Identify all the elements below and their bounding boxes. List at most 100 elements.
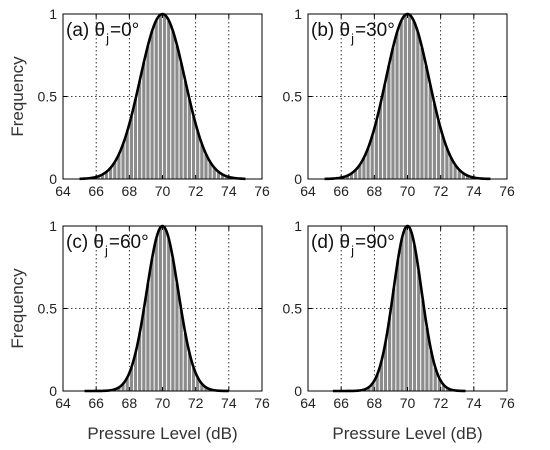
x-tick-label: 66 [88, 395, 104, 411]
x-tick-label: 72 [188, 183, 204, 199]
panel-label-value: =30° [355, 20, 395, 41]
histogram-bar [162, 14, 168, 180]
histogram-bar [137, 80, 143, 180]
y-tick-label: 0 [49, 383, 57, 399]
histogram-bar [157, 14, 163, 180]
histogram-bar [170, 30, 176, 180]
x-axis-title: Pressure Level (dB) [87, 424, 237, 443]
y-tick-label: 1 [294, 6, 302, 22]
histogram-bar [133, 98, 139, 180]
x-axis-title: Pressure Level (dB) [332, 424, 482, 443]
panel-label: (d) θ [311, 232, 350, 253]
histogram-bar [415, 31, 421, 180]
x-tick-label: 76 [254, 183, 270, 199]
x-tick-label: 64 [55, 183, 71, 199]
panel-label: (a) θ [66, 20, 105, 41]
y-tick-label: 0 [49, 171, 57, 187]
x-tick-label: 70 [155, 395, 171, 411]
histogram-bar [174, 44, 180, 180]
y-tick-label: 1 [294, 218, 302, 234]
x-tick-label: 74 [466, 395, 482, 411]
x-tick-label: 68 [367, 395, 383, 411]
x-tick-label: 74 [221, 183, 237, 199]
histogram-bar [153, 19, 159, 180]
histogram-bar [394, 31, 400, 180]
panel-label-subscript: j [350, 31, 354, 46]
y-tick-label: 0.5 [283, 301, 303, 317]
histogram-bar [411, 20, 417, 180]
histogram-bar [398, 20, 404, 180]
histogram-bar [153, 237, 159, 392]
panel-d: 64 66 68 70 72 74 76 0 0.5 1 (d) θ j =90° Pressure Le… [283, 218, 515, 443]
y-tick-label: 0 [294, 383, 302, 399]
x-tick-label: 70 [400, 183, 416, 199]
panel-label-value: =0° [110, 20, 139, 41]
panel-a: 64 66 68 70 72 74 76 0 0.5 1 (a) θ j =0° Frequency [8, 6, 270, 199]
panel-label-value: =90° [355, 232, 395, 253]
x-tick-label: 74 [466, 183, 482, 199]
histogram-bar [386, 65, 392, 180]
grid [308, 14, 507, 179]
histogram-bar [427, 84, 433, 180]
histogram-bar [186, 98, 192, 180]
histogram-bar [423, 65, 429, 180]
panel-label-subscript: j [104, 243, 108, 258]
panel-c: 64 66 68 70 72 74 76 0 0.5 1 (c) θ j =60° Frequency Pr… [8, 218, 270, 443]
histogram-bar [399, 237, 405, 392]
histogram-bar [407, 14, 413, 180]
x-tick-label: 64 [55, 395, 71, 411]
x-tick-label: 70 [400, 395, 416, 411]
histogram-bar [178, 61, 184, 180]
y-tick-label: 0.5 [38, 301, 58, 317]
x-tick-label: 64 [300, 183, 316, 199]
y-tick-label: 0 [294, 171, 302, 187]
panel-label-subscript: j [350, 243, 354, 258]
histogram-bar [407, 229, 413, 392]
x-tick-label: 64 [300, 395, 316, 411]
x-tick-label: 70 [155, 183, 171, 199]
histogram-bar [149, 257, 155, 392]
histogram-bar [166, 237, 172, 392]
histogram-bar [162, 226, 168, 392]
x-tick-label: 72 [433, 395, 449, 411]
histogram-bar [419, 46, 425, 180]
y-tick-label: 0.5 [38, 89, 58, 105]
histogram-bar [182, 80, 188, 180]
panel-label: (c) θ [66, 232, 104, 253]
x-tick-label: 74 [221, 395, 237, 411]
x-tick-label: 68 [367, 183, 383, 199]
histogram [340, 14, 475, 180]
histogram-bar [402, 14, 408, 180]
x-tick-label: 76 [499, 183, 515, 199]
x-tick-label: 76 [254, 395, 270, 411]
histogram-bar [145, 44, 151, 180]
y-tick-label: 0.5 [283, 89, 303, 105]
histogram-bar [149, 30, 155, 180]
panel-label: (b) θ [311, 20, 350, 41]
x-tick-label: 66 [88, 183, 104, 199]
histogram-bar [141, 61, 147, 180]
histogram-bar [157, 226, 163, 392]
y-tick-label: 1 [49, 6, 57, 22]
histogram-bar [166, 19, 172, 180]
grid [63, 14, 262, 179]
histogram-bar [382, 84, 388, 180]
x-tick-label: 72 [433, 183, 449, 199]
panel-label-value: =60° [109, 232, 149, 253]
x-tick-label: 66 [333, 395, 349, 411]
histogram-bar [412, 244, 418, 392]
x-tick-label: 68 [122, 395, 138, 411]
panel-b: 64 66 68 70 72 74 76 0 0.5 1 (b) θ j =30° [283, 6, 515, 199]
x-tick-label: 68 [122, 183, 138, 199]
histogram-bar [403, 226, 409, 392]
histogram-bar [390, 46, 396, 180]
histogram-bar [395, 259, 401, 392]
x-tick-label: 72 [188, 395, 204, 411]
y-axis-title: Frequency [8, 56, 27, 137]
x-tick-label: 76 [499, 395, 515, 411]
y-axis-title: Frequency [8, 268, 27, 349]
histogram-bar [170, 257, 176, 392]
y-tick-label: 1 [49, 218, 57, 234]
x-tick-label: 66 [333, 183, 349, 199]
